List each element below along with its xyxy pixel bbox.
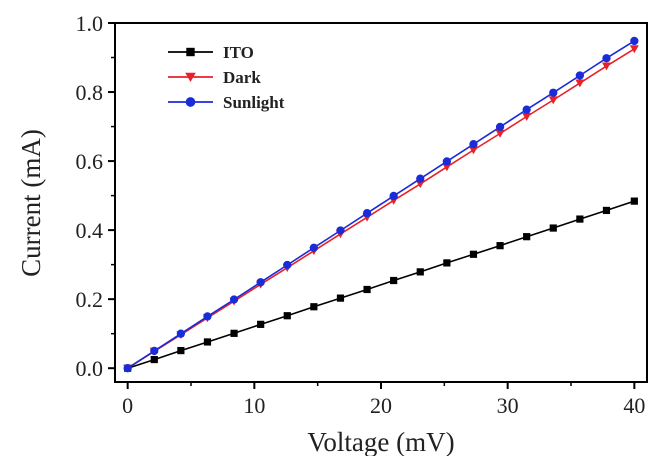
data-point (310, 303, 318, 311)
data-point (176, 329, 186, 338)
series-sunlight (123, 36, 639, 373)
data-point (229, 295, 239, 304)
data-point (602, 54, 611, 63)
data-point (442, 157, 452, 166)
data-point (630, 36, 639, 46)
y-axis-title: Current (mA) (16, 129, 46, 277)
data-point (469, 140, 478, 149)
x-tick-label: 40 (623, 393, 645, 418)
legend-marker (185, 97, 196, 107)
data-point (415, 180, 425, 189)
data-point (150, 355, 158, 364)
x-tick-label: 30 (497, 393, 519, 418)
data-point (390, 276, 398, 285)
y-tick-label: 0.2 (76, 287, 104, 312)
data-point (630, 197, 638, 205)
data-point (283, 260, 292, 270)
x-axis-title: Voltage (mV) (307, 427, 454, 456)
legend-label: ITO (223, 43, 254, 62)
y-tick-label: 1.0 (76, 11, 104, 36)
axis-ticks: 0 10 20 30 40 0.0 0.2 0.4 0.6 0.8 1.0 (76, 11, 646, 418)
data-point (629, 45, 639, 54)
y-tick-label: 0.8 (76, 80, 104, 105)
data-point (549, 224, 557, 232)
data-point (576, 215, 584, 223)
data-point (416, 174, 425, 183)
data-point (336, 226, 345, 235)
data-point (549, 88, 558, 97)
data-point (203, 338, 212, 346)
data-point (443, 259, 451, 267)
data-point (522, 112, 532, 121)
data-point (522, 105, 531, 114)
data-point (257, 320, 265, 328)
data-point (548, 96, 558, 105)
data-point (177, 346, 185, 355)
series-ito (124, 197, 638, 372)
series-layer (123, 36, 639, 373)
legend-marker (185, 72, 196, 82)
data-point (203, 312, 212, 321)
data-point (150, 346, 159, 356)
data-point (495, 129, 505, 138)
data-point (575, 71, 585, 80)
x-tick-label: 0 (122, 393, 133, 418)
legend-item: Sunlight (168, 93, 285, 112)
series-dark (123, 45, 639, 373)
data-point (468, 146, 478, 155)
legend-label: Dark (223, 68, 261, 87)
series-line (127, 200, 635, 369)
series-line (127, 40, 635, 369)
data-point (495, 122, 505, 132)
legend-item: ITO (168, 43, 254, 62)
legend: ITO Dark Sunlight (168, 43, 285, 112)
data-point (416, 268, 424, 276)
y-tick-label: 0.0 (76, 356, 104, 381)
data-point (123, 364, 132, 373)
data-point (363, 285, 371, 294)
data-point (362, 209, 372, 218)
x-tick-label: 20 (370, 393, 392, 418)
data-point (496, 242, 504, 250)
data-point (469, 250, 478, 258)
legend-label: Sunlight (223, 93, 285, 112)
data-point (309, 243, 319, 252)
legend-marker (186, 47, 195, 57)
data-point (256, 278, 265, 287)
data-point (602, 206, 611, 215)
data-point (389, 191, 398, 201)
data-point (601, 62, 611, 71)
y-tick-label: 0.4 (76, 218, 104, 243)
y-tick-label: 0.6 (76, 149, 104, 174)
data-point (336, 294, 345, 302)
data-point (283, 312, 291, 320)
series-line (127, 48, 635, 369)
x-tick-label: 10 (243, 393, 265, 418)
data-point (230, 329, 238, 337)
data-point (523, 233, 531, 241)
data-point (575, 79, 585, 88)
data-point (442, 163, 452, 172)
legend-item: Dark (168, 68, 261, 87)
